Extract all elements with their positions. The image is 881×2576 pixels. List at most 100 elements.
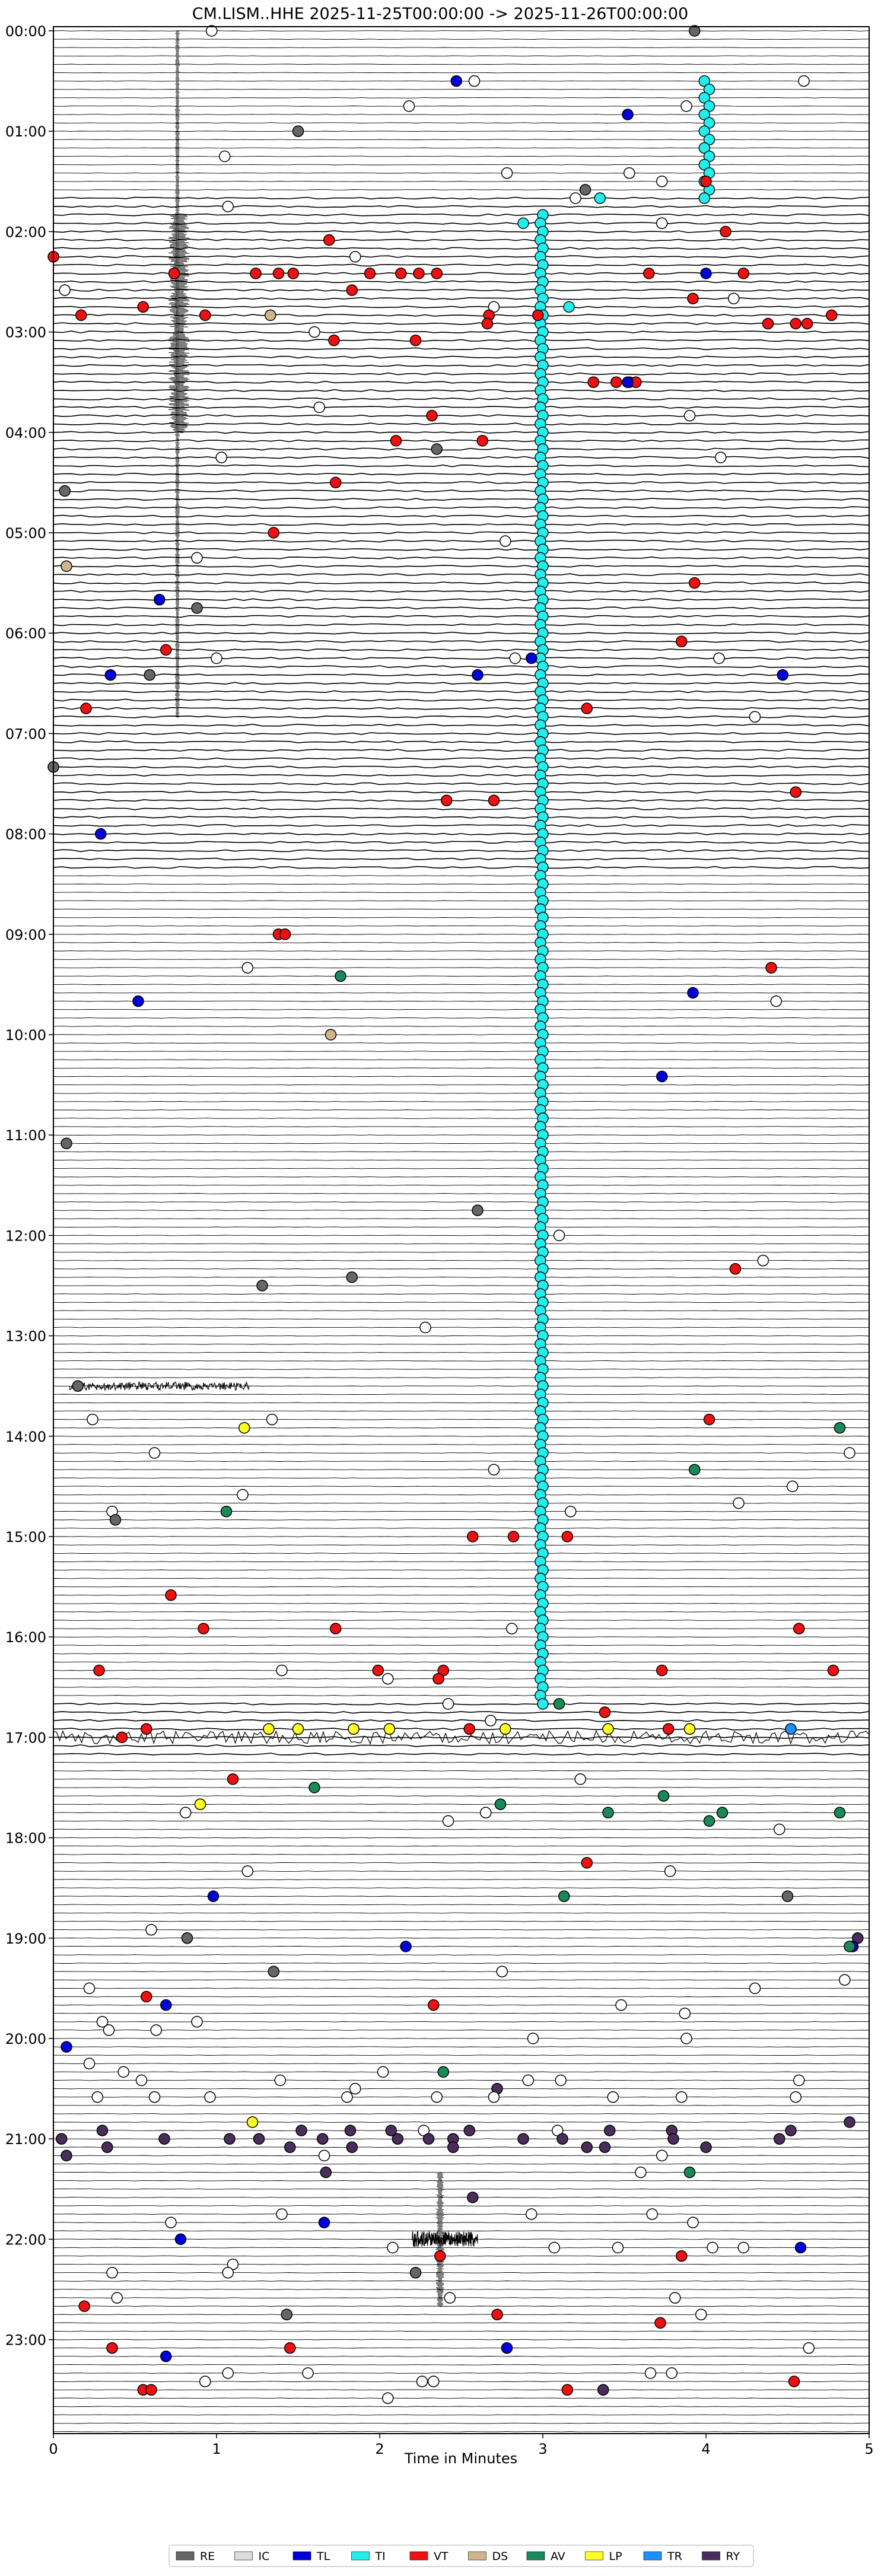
event-marker-tl	[526, 652, 537, 664]
trace-line	[53, 807, 870, 810]
event-marker-w	[241, 1865, 253, 1877]
event-marker-vt	[676, 635, 688, 648]
event-marker-w	[728, 292, 740, 304]
trace-line	[53, 2397, 870, 2399]
trace-line	[53, 2222, 870, 2224]
event-marker-w	[431, 2091, 443, 2103]
event-marker-re	[256, 1280, 268, 1292]
trace-line	[53, 2130, 870, 2131]
y-tick-label: 13:00	[5, 1328, 46, 1345]
trace-line	[53, 1134, 870, 1136]
trace-line	[53, 347, 870, 351]
trace-line	[53, 1753, 870, 1756]
event-marker-w	[839, 1974, 851, 1986]
trace-line	[53, 472, 870, 476]
trace-line	[53, 439, 870, 443]
y-tick-label: 23:00	[5, 2332, 46, 2349]
event-marker-re	[689, 25, 701, 37]
event-marker-vt	[561, 1531, 573, 1543]
trace-line	[53, 2214, 870, 2215]
trace-line	[53, 263, 870, 267]
event-marker-w	[733, 1497, 745, 1509]
event-marker-ry	[317, 2133, 329, 2145]
event-marker-av	[689, 1464, 701, 1475]
event-marker-vt	[826, 309, 838, 322]
trace-line	[53, 1920, 870, 1922]
legend-swatch-ry	[702, 2551, 720, 2561]
trace-line	[53, 1929, 870, 1931]
trace-line	[53, 1461, 870, 1462]
event-marker-vt	[395, 268, 407, 279]
event-marker-vt	[390, 435, 402, 447]
event-marker-lp	[602, 1723, 614, 1735]
trace-line	[53, 255, 870, 259]
event-marker-vt	[610, 376, 622, 388]
trace-line	[53, 406, 870, 409]
event-marker-vt	[227, 1773, 239, 1785]
event-marker-w	[302, 2367, 314, 2379]
event-marker-w	[206, 25, 218, 37]
legend: RE IC TL TI VT DS AV LP TR RY	[168, 2545, 754, 2567]
event-marker-ry	[56, 2133, 68, 2145]
trace-line	[53, 1327, 870, 1328]
trace-line	[53, 2339, 869, 2340]
event-marker-w	[135, 2074, 148, 2087]
trace-line	[53, 1586, 870, 1588]
event-marker-ry	[556, 2133, 568, 2145]
trace-line	[53, 2122, 870, 2123]
event-marker-w	[749, 711, 761, 723]
y-tick-label: 00:00	[5, 23, 46, 40]
event-marker-w	[215, 451, 227, 463]
trace-line	[53, 1553, 869, 1554]
burst-0200-core	[168, 214, 190, 433]
y-tick-label: 22:00	[5, 2231, 46, 2248]
trace-line	[53, 2281, 869, 2282]
y-tick-label: 10:00	[5, 1027, 46, 1044]
trace-line	[53, 1335, 870, 1337]
event-marker-w	[87, 1413, 98, 1426]
trace-line	[53, 707, 870, 710]
event-marker-w	[787, 1480, 799, 1493]
event-marker-vt	[463, 1723, 475, 1735]
event-marker-vt	[703, 1413, 715, 1426]
trace-line	[53, 665, 870, 669]
event-marker-vt	[790, 786, 802, 798]
event-marker-vt	[481, 317, 494, 330]
event-marker-w	[191, 2016, 203, 2028]
trace-line	[53, 2038, 870, 2039]
event-marker-w	[635, 2166, 647, 2179]
event-marker-lp	[292, 1723, 304, 1735]
x-tick-label: 1	[212, 2441, 221, 2457]
trace-line	[53, 531, 870, 535]
event-marker-w	[480, 1807, 492, 1819]
burst-1700-band	[53, 1729, 870, 1745]
burst-2210-band	[412, 2230, 478, 2247]
event-marker-ry	[597, 2384, 609, 2396]
event-marker-vt	[272, 268, 285, 279]
event-marker-vt	[279, 928, 291, 940]
trace-line	[53, 364, 870, 367]
trace-line	[53, 1277, 870, 1278]
trace-line	[53, 164, 870, 166]
event-marker-vt	[581, 702, 593, 714]
trace-line	[53, 506, 870, 510]
event-marker-av	[558, 1890, 570, 1903]
trace-line	[53, 2155, 870, 2157]
event-marker-re	[144, 669, 155, 681]
trace-line	[53, 765, 870, 769]
event-marker-w	[191, 552, 203, 564]
event-marker-ds	[61, 560, 72, 573]
event-marker-ry	[844, 2116, 855, 2128]
trace-line	[53, 539, 870, 543]
trace-line	[53, 1302, 870, 1303]
event-marker-ry	[700, 2141, 712, 2154]
event-marker-w	[683, 409, 696, 422]
event-marker-ry	[667, 2133, 679, 2145]
event-marker-tl	[61, 2041, 72, 2053]
trace-line	[53, 1452, 870, 1454]
event-marker-ry	[422, 2133, 435, 2145]
event-marker-ry	[158, 2133, 170, 2145]
event-marker-w	[349, 2082, 361, 2095]
tremor-marker	[563, 301, 575, 313]
x-axis-label: Time in Minutes	[404, 2450, 517, 2467]
